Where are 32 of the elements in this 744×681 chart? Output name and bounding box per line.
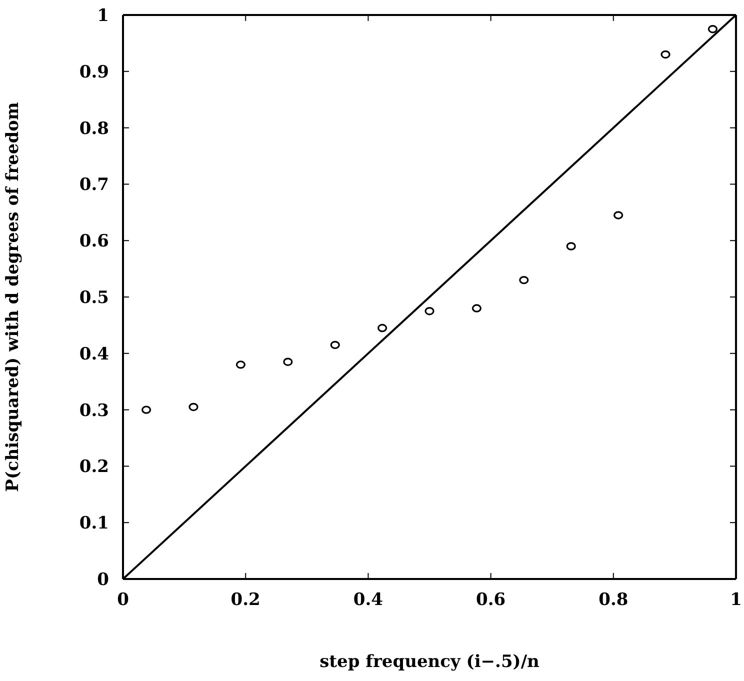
y-axis-title: P(chisquared) with d degrees of freedom xyxy=(3,102,24,492)
y-tick-label: 0.1 xyxy=(79,514,109,534)
y-tick-label: 0.6 xyxy=(79,232,109,252)
point xyxy=(708,25,718,34)
x-tick-label: 0.4 xyxy=(353,590,384,610)
y-tick-label: 0.2 xyxy=(79,457,109,478)
x-tick-label: 0.8 xyxy=(598,590,628,610)
point xyxy=(141,406,152,414)
point xyxy=(519,276,529,284)
point xyxy=(236,360,246,369)
y-tick-label: 0.5 xyxy=(79,288,109,308)
point xyxy=(660,50,670,59)
y-tick-label: 1 xyxy=(97,6,109,26)
y-tick-label: 0 xyxy=(97,570,110,590)
point xyxy=(614,211,624,220)
y-tick-label: 0.4 xyxy=(79,344,110,364)
point xyxy=(188,402,198,412)
point xyxy=(378,324,388,332)
x-axis-title: step frequency (i−.5)/n xyxy=(320,652,540,672)
y-tick-label: 0.8 xyxy=(79,118,109,139)
y-tick-label: 0.7 xyxy=(79,175,109,196)
point xyxy=(424,307,434,316)
x-tick-label: 0 xyxy=(117,590,130,610)
y-tick-label: 0.9 xyxy=(79,62,109,82)
x-tick-label: 0.2 xyxy=(230,590,260,610)
point xyxy=(566,242,576,250)
point xyxy=(472,304,482,312)
x-tick-label: 1 xyxy=(730,590,742,610)
point xyxy=(283,358,293,366)
x-tick-label: 0.6 xyxy=(476,590,506,610)
point xyxy=(330,340,340,350)
y-tick-label: 0.3 xyxy=(79,400,109,421)
